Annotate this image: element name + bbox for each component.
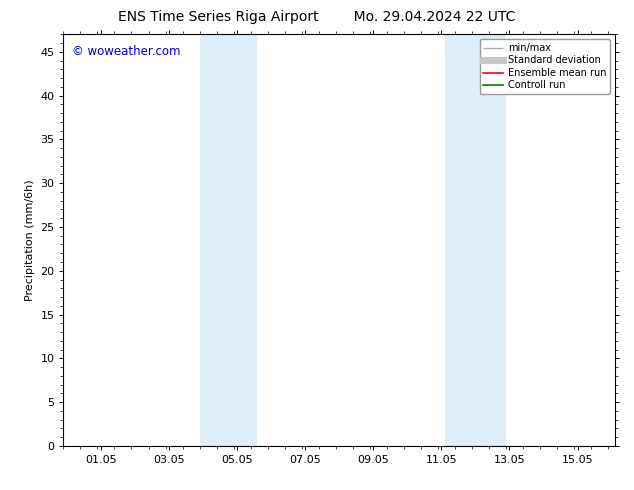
Y-axis label: Precipitation (mm/6h): Precipitation (mm/6h) bbox=[25, 179, 35, 301]
Bar bbox=[444, 34, 506, 446]
Bar bbox=[200, 34, 257, 446]
Text: ENS Time Series Riga Airport        Mo. 29.04.2024 22 UTC: ENS Time Series Riga Airport Mo. 29.04.2… bbox=[119, 10, 515, 24]
Legend: min/max, Standard deviation, Ensemble mean run, Controll run: min/max, Standard deviation, Ensemble me… bbox=[479, 39, 610, 94]
Text: © woweather.com: © woweather.com bbox=[72, 45, 180, 58]
